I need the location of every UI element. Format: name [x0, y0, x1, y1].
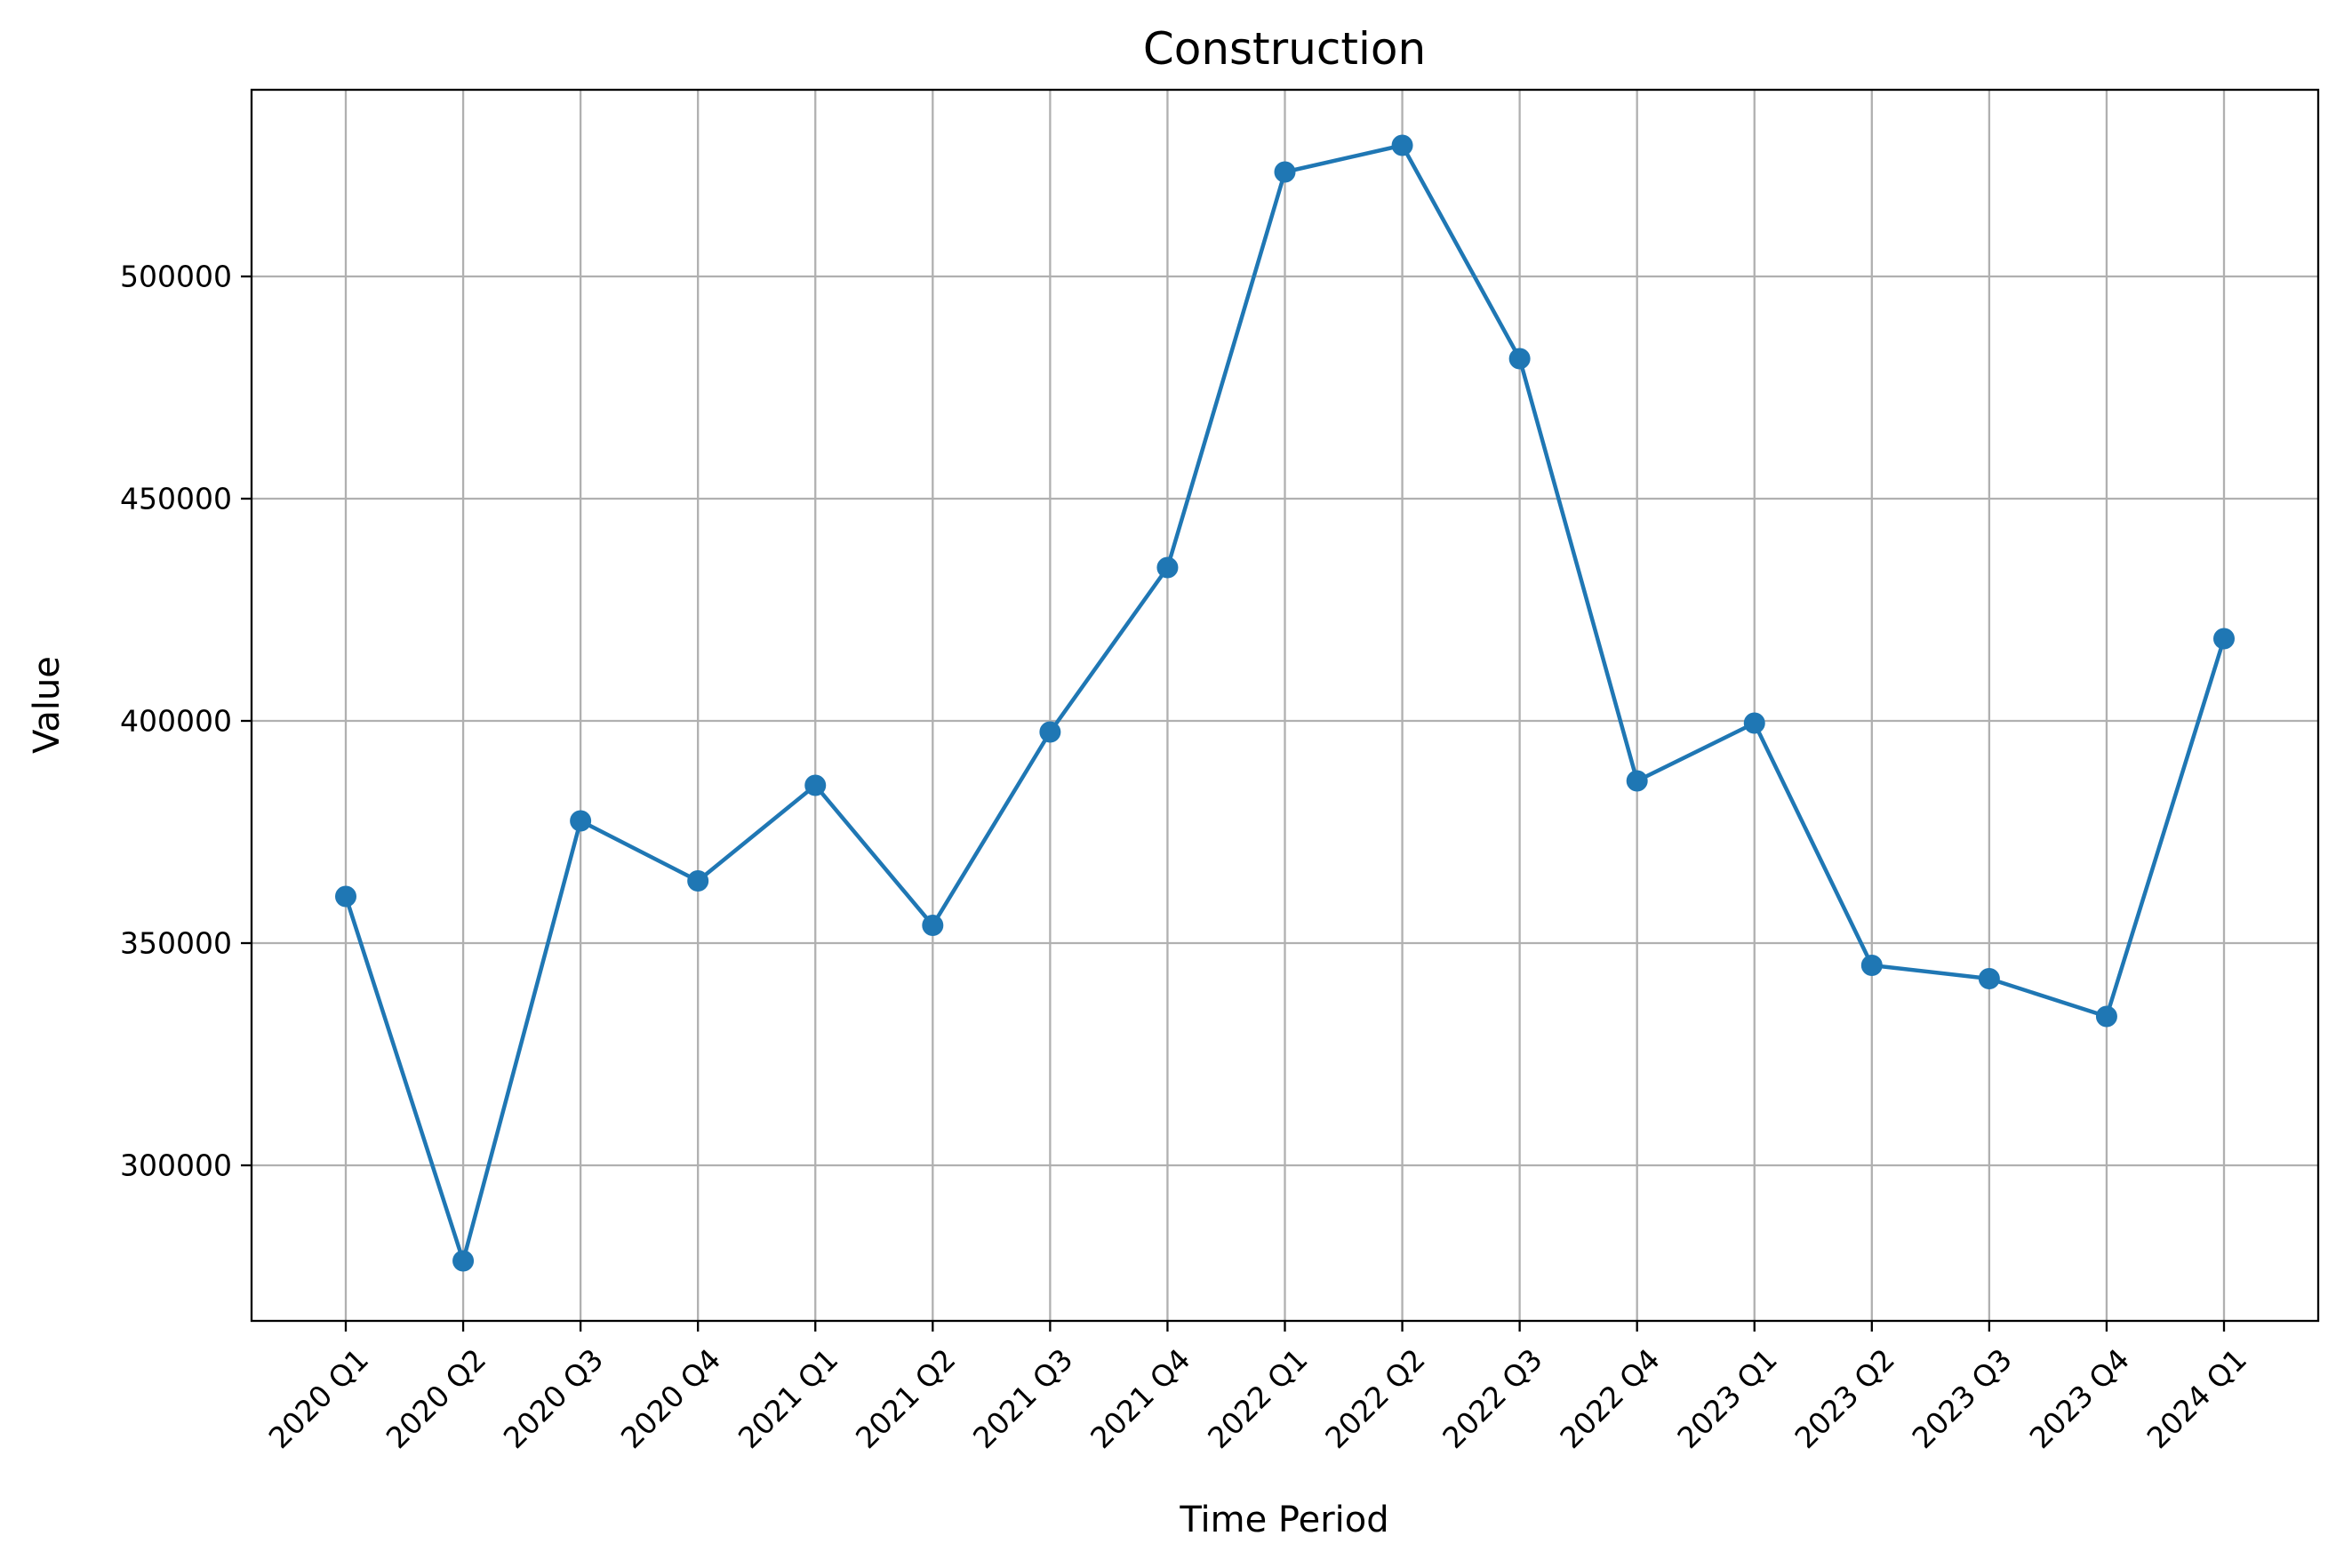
grid — [252, 90, 2318, 1321]
y-tick-label: 300000 — [120, 1148, 232, 1183]
data-point — [1274, 161, 1296, 183]
data-point — [1391, 134, 1413, 156]
data-point — [1743, 712, 1765, 734]
y-tick-label: 500000 — [120, 260, 232, 294]
data-point — [804, 774, 827, 796]
data-point — [335, 885, 356, 908]
data-point — [570, 810, 592, 832]
data-point — [922, 915, 944, 936]
chart-title: Construction — [1143, 23, 1426, 75]
data-point — [2213, 628, 2235, 650]
data-point — [1508, 348, 1531, 370]
x-axis-label: Time Period — [1179, 1500, 1388, 1540]
data-point — [1156, 556, 1179, 579]
y-tick-label: 400000 — [120, 704, 232, 739]
y-tick-label: 350000 — [120, 926, 232, 961]
data-point — [1626, 770, 1648, 792]
series — [335, 134, 2235, 1272]
data-point — [452, 1250, 475, 1272]
data-point — [687, 870, 709, 892]
data-point — [1978, 968, 2000, 989]
y-tick-label: 450000 — [120, 482, 232, 516]
data-point — [1039, 721, 1061, 743]
y-axis-label: Value — [27, 656, 68, 754]
data-point — [1860, 955, 1883, 976]
data-point — [2095, 1005, 2117, 1028]
